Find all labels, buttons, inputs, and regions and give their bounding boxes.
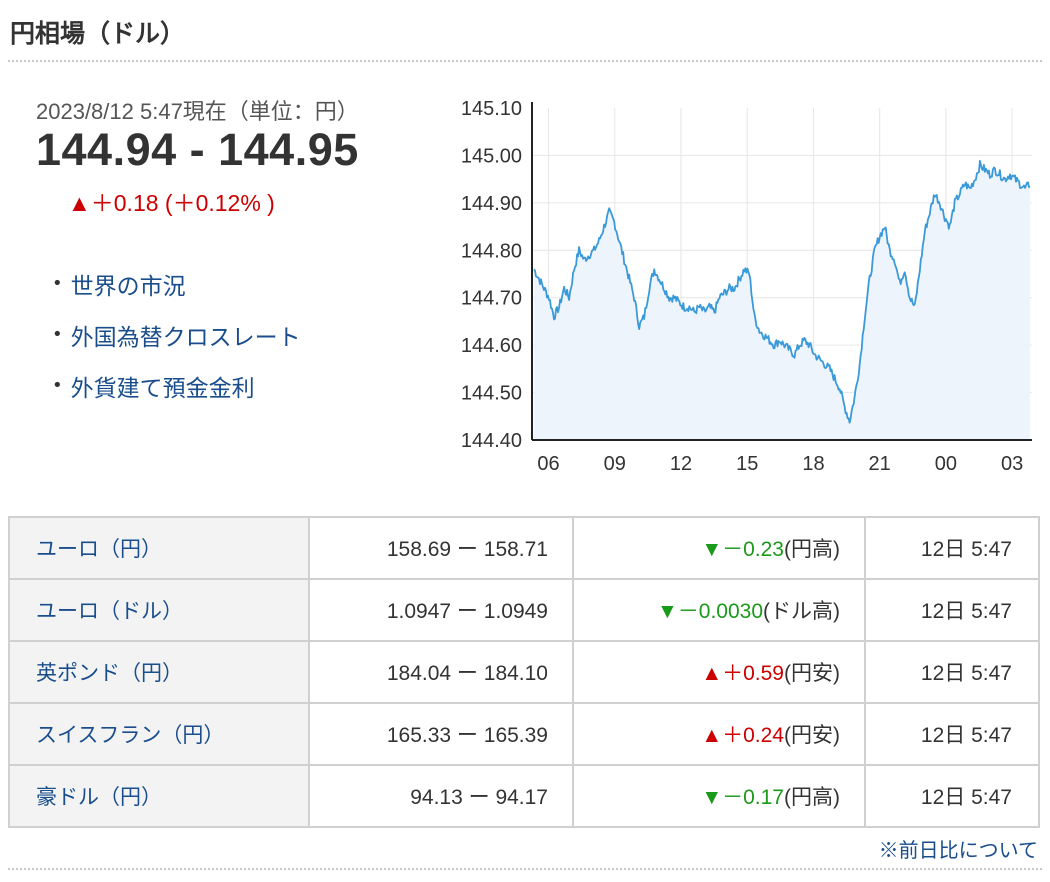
x-tick-label: 06 <box>537 453 559 475</box>
rate-time: 12日 5:47 <box>864 640 1040 704</box>
rate-change: ▲＋0.59(円安) <box>572 640 866 704</box>
x-tick-label: 09 <box>604 453 626 475</box>
rate-row: 英ポンド（円） 184.04 ー 184.10 ▲＋0.59(円安) 12日 5:47 <box>8 640 1040 704</box>
quote-change-value: ▲＋0.18 (＋0.12% ) <box>68 190 275 216</box>
x-tick-label: 00 <box>935 453 957 475</box>
rate-time: 12日 5:47 <box>864 764 1040 828</box>
rate-change-note: (ドル高) <box>763 600 840 623</box>
rate-change-note: (円安) <box>784 724 840 747</box>
rate-currency-link[interactable]: ユーロ（ドル） <box>8 578 310 642</box>
series-area-fill <box>534 160 1030 441</box>
rate-bid-ask: 1.0947 ー 1.0949 <box>308 578 574 642</box>
rate-currency-link[interactable]: ユーロ（円） <box>8 516 310 580</box>
x-tick-label: 15 <box>736 453 758 475</box>
y-tick-label: 144.40 <box>461 430 522 452</box>
link-label[interactable]: 外貨建て預金金利 <box>70 375 255 402</box>
rate-currency-link[interactable]: 英ポンド（円） <box>8 640 310 704</box>
rate-change-value: ▲＋0.24 <box>701 724 784 747</box>
bullet-icon: • <box>52 375 63 396</box>
link-world-markets[interactable]: • 世界の市況 <box>52 258 301 309</box>
y-tick-label: 145.00 <box>461 145 522 167</box>
rate-time: 12日 5:47 <box>864 516 1040 580</box>
x-tick-label: 03 <box>1001 453 1023 475</box>
change-note-link[interactable]: ※前日比について <box>878 840 1038 862</box>
rate-change-value: ▼－0.17 <box>701 786 784 809</box>
y-tick-label: 144.90 <box>461 193 522 215</box>
link-label[interactable]: 外国為替クロスレート <box>70 324 301 351</box>
related-links: • 世界の市況 • 外国為替クロスレート • 外貨建て預金金利 <box>52 258 301 411</box>
usd-jpy-chart: 145.10 145.00 144.90 144.80 144.70 144.60 144.… <box>461 98 1032 475</box>
quote-timestamp: 2023/8/12 5:47現在（単位：円） <box>36 99 359 124</box>
rate-currency-link[interactable]: 豪ドル（円） <box>8 764 310 828</box>
rate-bid-ask: 184.04 ー 184.10 <box>308 640 574 704</box>
link-cross-rates[interactable]: • 外国為替クロスレート <box>52 309 301 360</box>
header-divider <box>8 60 1042 62</box>
series-line <box>533 159 1031 424</box>
rate-change-note: (円高) <box>784 786 840 809</box>
y-tick-label: 144.70 <box>461 288 522 310</box>
rate-change: ▲＋0.24(円安) <box>572 702 866 766</box>
link-deposit-rates[interactable]: • 外貨建て預金金利 <box>52 360 301 411</box>
rate-change-value: ▼－0.0030 <box>656 600 763 623</box>
rate-time: 12日 5:47 <box>864 702 1040 766</box>
rate-row: スイスフラン（円） 165.33 ー 165.39 ▲＋0.24(円安) 12日 5:… <box>8 702 1040 766</box>
rate-time: 12日 5:47 <box>864 578 1040 642</box>
x-tick-label: 12 <box>670 453 692 475</box>
page-title: 円相場（ドル） <box>10 19 186 48</box>
rate-bid-ask: 94.13 ー 94.17 <box>308 764 574 828</box>
rate-row: ユーロ（ドル） 1.0947 ー 1.0949 ▼－0.0030(ドル高) 12日 5… <box>8 578 1040 642</box>
bullet-icon: • <box>52 273 63 294</box>
link-label[interactable]: 世界の市況 <box>70 273 186 300</box>
x-tick-label: 21 <box>869 453 891 475</box>
footer-divider <box>8 868 1042 870</box>
rate-change: ▼－0.0030(ドル高) <box>572 578 866 642</box>
rate-change-value: ▼－0.23 <box>701 538 784 561</box>
quote-price: 144.94 - 144.95 <box>36 124 359 175</box>
x-tick-label: 18 <box>802 453 824 475</box>
rate-bid-ask: 158.69 ー 158.71 <box>308 516 574 580</box>
rate-change-note: (円高) <box>784 538 840 561</box>
rate-row: 豪ドル（円） 94.13 ー 94.17 ▼－0.17(円高) 12日 5:47 <box>8 764 1040 828</box>
rates-table: ユーロ（円） 158.69 ー 158.71 ▼－0.23(円高) 12日 5:47 ユ… <box>8 516 1040 828</box>
y-tick-label: 145.10 <box>461 98 522 120</box>
rate-currency-link[interactable]: スイスフラン（円） <box>8 702 310 766</box>
rate-change-value: ▲＋0.59 <box>701 662 784 685</box>
bullet-icon: • <box>52 324 63 345</box>
y-tick-label: 144.60 <box>461 335 522 357</box>
y-tick-label: 144.80 <box>461 240 522 262</box>
rate-change: ▼－0.17(円高) <box>572 764 866 828</box>
rate-change: ▼－0.23(円高) <box>572 516 866 580</box>
y-tick-label: 144.50 <box>461 383 522 405</box>
rate-change-note: (円安) <box>784 662 840 685</box>
quote-change: ▲＋0.18 (＋0.12% ) <box>68 184 275 218</box>
rate-bid-ask: 165.33 ー 165.39 <box>308 702 574 766</box>
rate-row: ユーロ（円） 158.69 ー 158.71 ▼－0.23(円高) 12日 5:47 <box>8 516 1040 580</box>
